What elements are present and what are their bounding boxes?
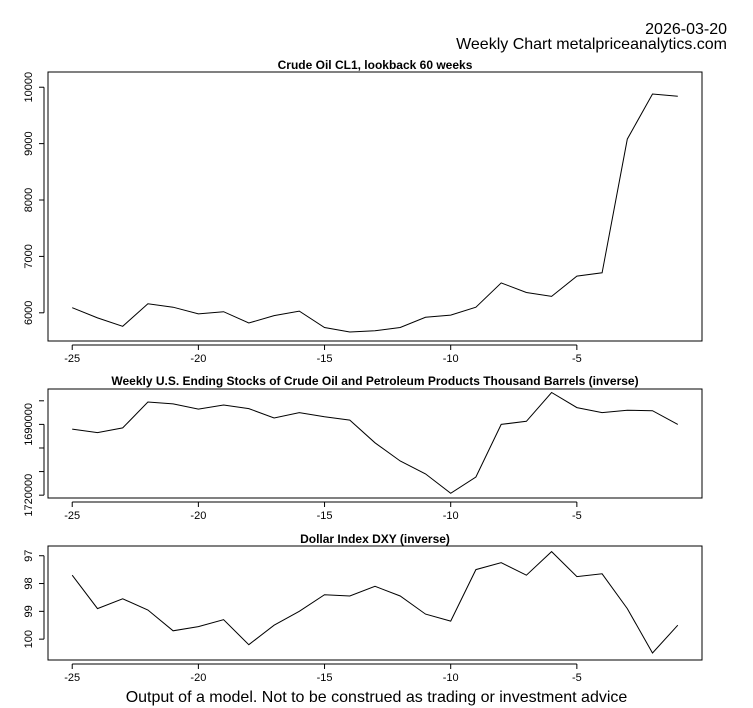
y-tick-label: 1720000: [23, 474, 35, 517]
x-tick-label: -25: [64, 353, 80, 365]
x-tick-label: -5: [572, 510, 582, 522]
y-tick-label: 99: [23, 605, 35, 617]
stocks-chart: Weekly U.S. Ending Stocks of Crude Oil a…: [23, 374, 703, 522]
y-tick-label: 10000: [23, 72, 35, 103]
chart-title: Dollar Index DXY (inverse): [300, 532, 450, 546]
series-line: [72, 93, 678, 333]
x-tick-label: -10: [443, 353, 459, 365]
series-line: [72, 391, 679, 494]
price-chart: Crude Oil CL1, lookback 60 weeks -25 -20 -1…: [23, 58, 703, 365]
plot-frame: [47, 388, 703, 499]
x-tick-label: -5: [572, 672, 582, 684]
chart-title: Crude Oil CL1, lookback 60 weeks: [278, 58, 473, 72]
x-tick-label: -15: [317, 510, 333, 522]
dxy-chart: Dollar Index DXY (inverse) -25 -20 -15 -10 -5…: [23, 532, 703, 684]
y-tick-label: 9000: [23, 131, 35, 155]
x-tick-label: -20: [190, 672, 206, 684]
series-line: [71, 550, 679, 654]
y-tick-label: 100: [23, 630, 35, 648]
plot-frame: [47, 71, 703, 342]
x-tick-label: -20: [190, 510, 206, 522]
x-tick-label: -10: [443, 672, 459, 684]
x-tick-label: -20: [190, 353, 206, 365]
x-tick-label: -15: [317, 353, 333, 365]
x-tick-label: -25: [64, 510, 80, 522]
chart-subtitle: Weekly Chart metalpriceanalytics.com: [456, 36, 727, 53]
x-tick-label: -5: [572, 353, 582, 365]
chart-date: 2026-03-20: [645, 21, 727, 38]
disclaimer-footer: Output of a model. Not to be construed a…: [125, 689, 628, 706]
y-tick-label: 8000: [23, 188, 35, 212]
x-tick-label: -10: [443, 510, 459, 522]
plot-frame: [47, 545, 703, 661]
y-tick-label: 97: [23, 550, 35, 562]
y-tick-label: 6000: [23, 301, 35, 325]
y-tick-label: 7000: [23, 244, 35, 268]
y-tick-label: 98: [23, 577, 35, 589]
chart-title: Weekly U.S. Ending Stocks of Crude Oil a…: [111, 374, 638, 388]
y-tick-label: 1690000: [23, 403, 35, 446]
x-tick-label: -15: [317, 672, 333, 684]
x-tick-label: -25: [64, 672, 80, 684]
